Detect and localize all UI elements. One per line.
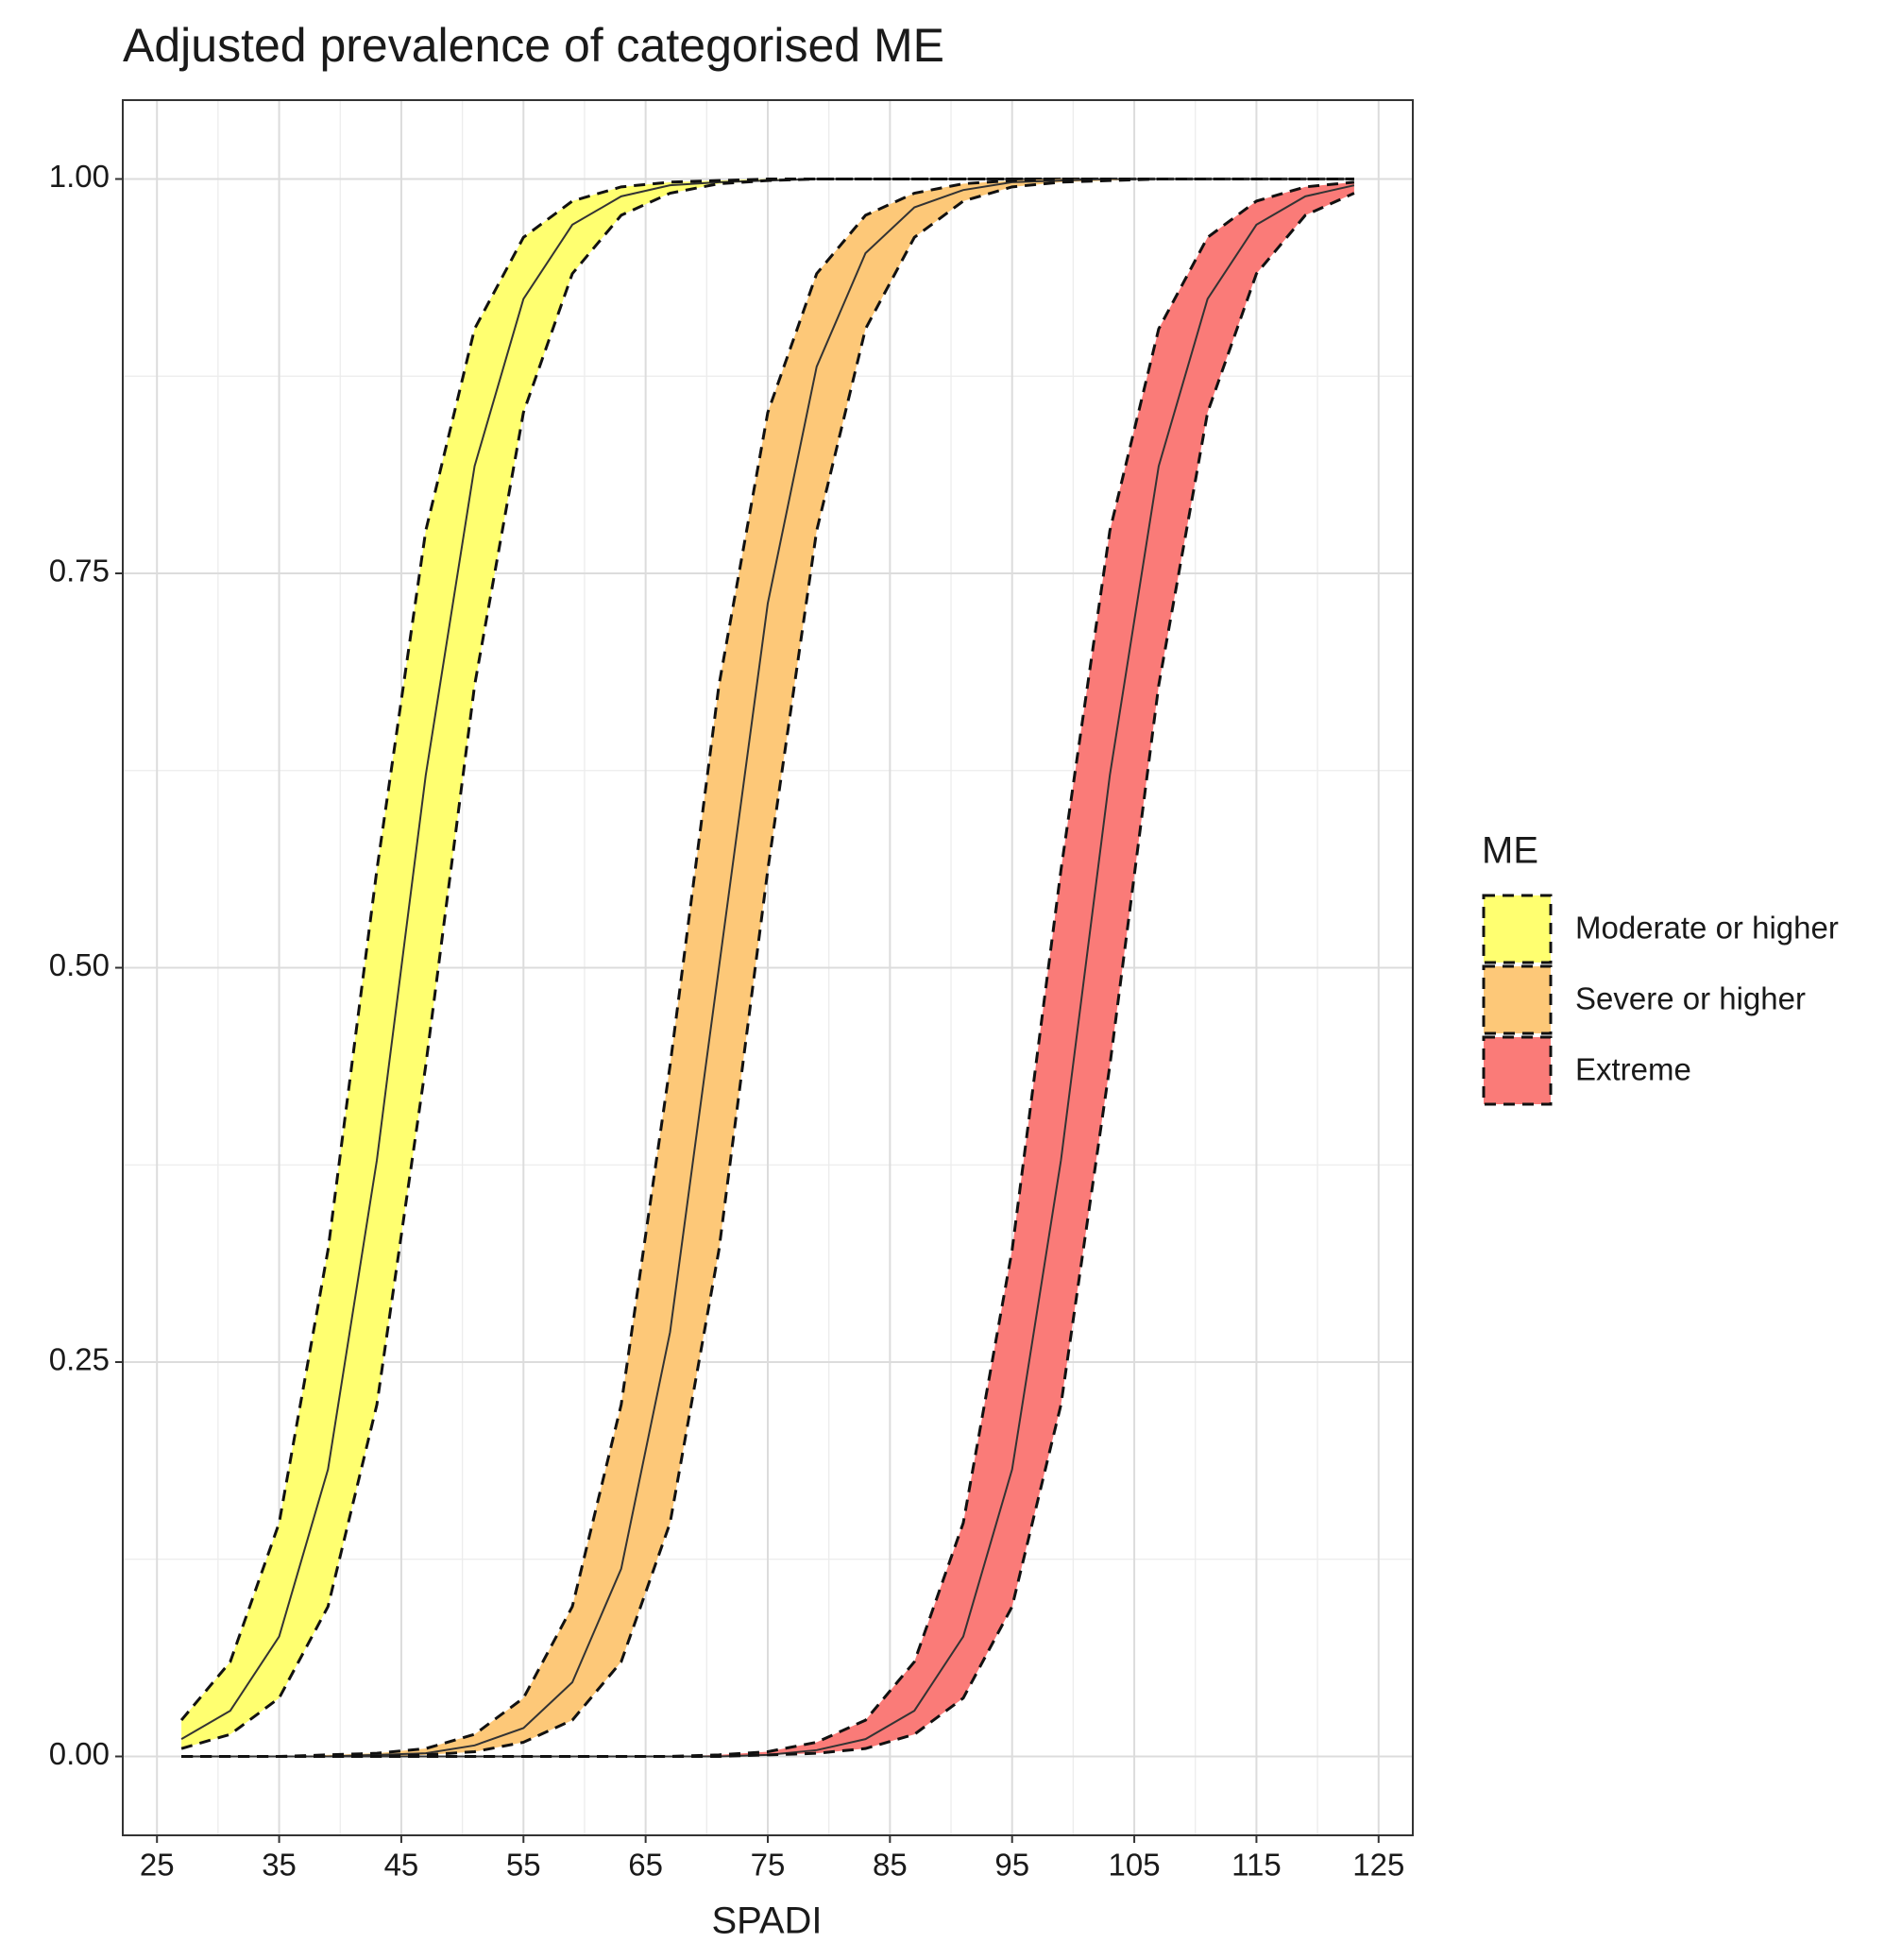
lower-bound-line	[181, 192, 1355, 1758]
x-tick-label: 95	[994, 1848, 1029, 1883]
legend-key	[1482, 1035, 1553, 1106]
x-tick-label: 45	[384, 1848, 419, 1883]
x-tick-label: 25	[140, 1848, 175, 1883]
x-tick-label: 105	[1109, 1848, 1161, 1883]
x-axis-title: SPADI	[711, 1900, 822, 1942]
x-tick-label: 55	[506, 1848, 541, 1883]
y-tick-label: 0.25	[49, 1342, 110, 1377]
plot-border	[122, 99, 1414, 1836]
y-tick-label: 1.00	[49, 159, 110, 194]
x-tick-label: 85	[873, 1848, 908, 1883]
x-tick-label: 125	[1352, 1848, 1404, 1883]
x-tick-label: 115	[1231, 1848, 1282, 1883]
y-tick-label: 0.00	[49, 1736, 110, 1771]
legend-label: Moderate or higher	[1575, 911, 1839, 946]
legend-label: Severe or higher	[1575, 981, 1806, 1016]
y-tick-label: 0.75	[49, 554, 110, 588]
ribbon-band	[181, 179, 1354, 1749]
legend-key	[1482, 964, 1553, 1035]
chart-title: Adjusted prevalence of categorised ME	[123, 19, 944, 72]
x-tick-label: 65	[628, 1848, 663, 1883]
upper-bound-line	[179, 178, 1354, 1722]
x-tick-label: 35	[262, 1848, 297, 1883]
ribbon-band	[181, 179, 1354, 1757]
y-tick-label: 0.50	[49, 947, 110, 982]
ribbon-band	[181, 181, 1354, 1757]
legend-title: ME	[1482, 830, 1538, 872]
legend-key	[1482, 894, 1553, 964]
x-tick-label: 75	[751, 1848, 786, 1883]
legend-label: Extreme	[1575, 1052, 1691, 1087]
